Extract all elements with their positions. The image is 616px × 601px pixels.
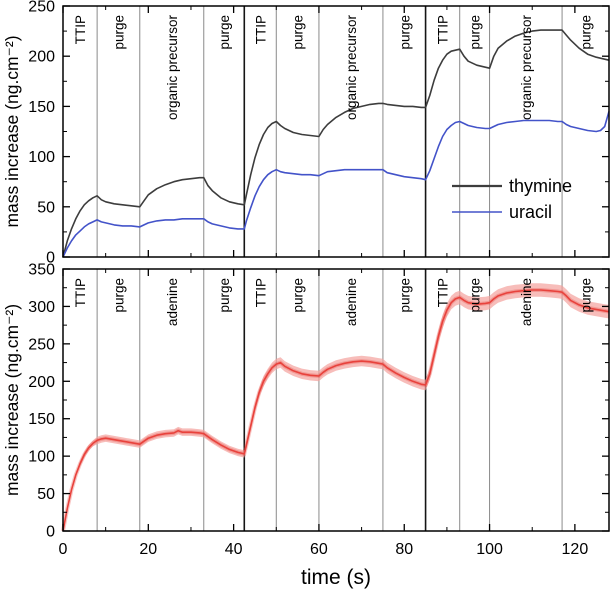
y-tick-label: 0 (46, 250, 55, 267)
y-tick-label: 250 (28, 0, 55, 16)
x-tick-label: 60 (310, 541, 328, 558)
x-tick-label: 100 (476, 541, 503, 558)
phase-label: TTIP (73, 15, 88, 44)
phase-label: purge (397, 15, 412, 50)
phase-label: TTIP (253, 278, 268, 307)
adenine-line (62, 289, 610, 532)
y-tick-label: 100 (28, 149, 55, 166)
x-tick-label: 40 (225, 541, 243, 558)
y-tick-label: 100 (28, 449, 55, 466)
y-tick-label: 200 (28, 374, 55, 391)
x-tick-label: 80 (395, 541, 413, 558)
legend-label-uracil: uracil (509, 202, 552, 222)
phase-label: purge (579, 278, 594, 313)
y-tick-label: 150 (28, 99, 55, 116)
phase-label: organic precursor (165, 14, 180, 120)
phase-label: TTIP (436, 278, 451, 307)
phase-label: purge (468, 15, 483, 50)
phase-label: purge (291, 15, 306, 50)
panel-bottom: 0 50 100 150 200 250 300 350 0 20 40 60 80 100 120 TTIP… (2, 262, 610, 558)
uracil-line (62, 111, 610, 258)
phase-label: adenine (165, 278, 180, 326)
phase-label: organic precursor (519, 14, 534, 120)
y-tick-label: 250 (28, 336, 55, 353)
phase-label: purge (111, 15, 126, 50)
phase-label: purge (468, 278, 483, 313)
phase-label: adenine (344, 278, 359, 326)
phase-label: adenine (519, 278, 534, 326)
x-tick-label: 20 (139, 541, 157, 558)
x-tick-label: 120 (562, 541, 589, 558)
y-tick-label: 200 (28, 49, 55, 66)
phase-label: TTIP (73, 278, 88, 307)
phase-label: purge (397, 278, 412, 313)
y-tick-label: 150 (28, 411, 55, 428)
y-axis-title: mass increase (ng.cm⁻²) (2, 304, 22, 496)
phase-label: organic precursor (344, 14, 359, 120)
y-axis-title: mass increase (ng.cm⁻²) (2, 35, 22, 227)
y-tick-label: 50 (37, 199, 55, 216)
phase-label: TTIP (253, 15, 268, 44)
x-axis-title: time (s) (301, 566, 371, 589)
y-tick-label: 300 (28, 299, 55, 316)
thymine-line (62, 29, 610, 258)
phase-label: purge (291, 278, 306, 313)
phase-label: purge (217, 278, 232, 313)
legend-label-thymine: thymine (509, 176, 572, 196)
y-tick-label: 50 (37, 486, 55, 503)
phase-label: TTIP (436, 15, 451, 44)
y-tick-label: 0 (46, 524, 55, 541)
phase-label: purge (579, 15, 594, 50)
phase-label: purge (217, 15, 232, 50)
x-tick-label: 0 (59, 541, 68, 558)
phase-label: purge (111, 278, 126, 313)
y-tick-label: 350 (28, 262, 55, 279)
panel-top: 0 50 100 150 200 250 TTIP purge organic precurso… (2, 0, 610, 267)
